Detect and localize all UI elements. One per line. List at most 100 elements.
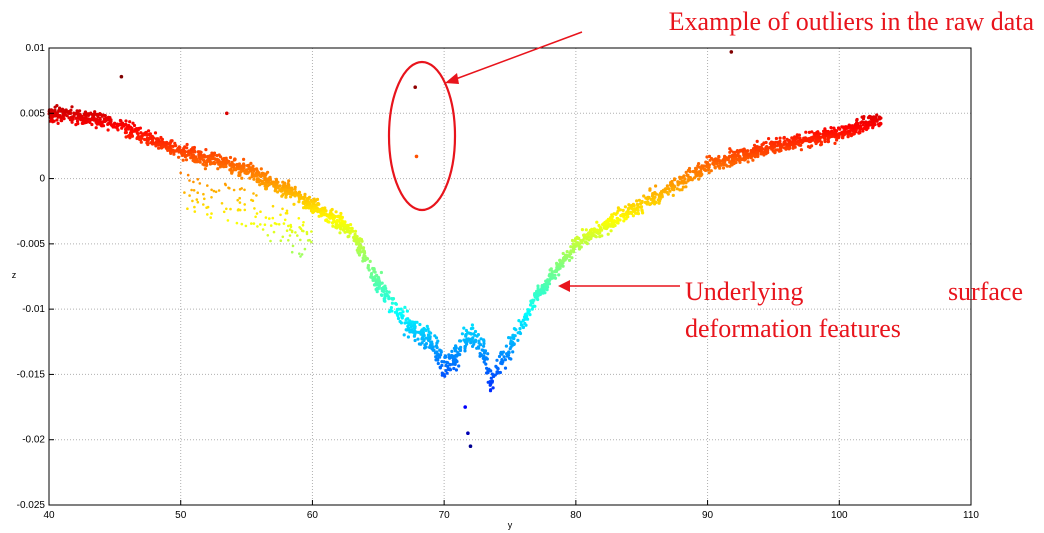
data-point	[531, 301, 535, 305]
data-point	[694, 166, 698, 170]
data-point	[625, 214, 630, 218]
data-point	[338, 231, 342, 235]
y-tick-label: 0.005	[20, 108, 45, 119]
data-point	[124, 122, 128, 127]
data-point	[139, 138, 143, 142]
data-point	[590, 227, 594, 231]
data-point	[722, 160, 726, 164]
data-point	[493, 373, 497, 377]
data-point	[623, 217, 628, 221]
data-point	[254, 174, 258, 178]
data-point	[610, 221, 614, 225]
data-point	[317, 214, 321, 218]
data-point	[754, 151, 758, 155]
data-point	[418, 330, 422, 334]
x-tick-label: 80	[570, 510, 582, 521]
data-point	[668, 189, 672, 193]
data-point	[390, 309, 394, 313]
data-point	[767, 137, 771, 141]
data-point	[226, 219, 230, 222]
data-point	[88, 120, 92, 124]
data-point	[304, 206, 308, 210]
data-point	[856, 121, 860, 125]
data-point	[454, 346, 458, 350]
data-point	[300, 253, 304, 256]
data-point	[746, 160, 750, 164]
data-point	[858, 124, 862, 128]
data-point	[243, 203, 246, 206]
data-point	[841, 125, 845, 129]
data-point	[195, 198, 199, 201]
data-point	[131, 129, 135, 133]
data-point	[795, 133, 799, 137]
data-point	[53, 108, 57, 113]
data-point	[269, 239, 272, 243]
data-point	[86, 117, 90, 121]
data-point	[287, 224, 290, 228]
data-point	[485, 371, 489, 375]
data-point	[128, 120, 132, 124]
data-point	[274, 182, 278, 187]
data-point	[174, 149, 178, 153]
data-point	[399, 321, 403, 325]
data-point	[817, 139, 821, 143]
data-point	[290, 191, 294, 195]
data-point	[697, 162, 701, 166]
data-point	[829, 126, 833, 130]
data-point	[546, 281, 550, 285]
data-point	[873, 122, 877, 127]
data-point	[332, 215, 336, 219]
data-point	[180, 152, 184, 156]
data-point	[650, 194, 655, 198]
data-point	[751, 158, 755, 162]
data-point	[804, 130, 808, 134]
data-point	[84, 119, 88, 123]
data-point	[453, 362, 457, 366]
data-point	[657, 193, 661, 197]
data-point	[571, 245, 575, 249]
x-tick-label: 100	[831, 510, 848, 521]
data-point	[530, 307, 534, 311]
data-point	[93, 110, 97, 114]
data-point	[819, 140, 824, 144]
data-point	[202, 192, 205, 196]
data-point	[290, 250, 294, 254]
data-point	[846, 134, 850, 138]
data-point	[403, 305, 407, 309]
data-point	[216, 167, 220, 171]
data-point	[310, 230, 313, 233]
data-point	[569, 250, 573, 254]
data-point	[326, 220, 330, 224]
data-point	[328, 216, 332, 220]
data-point	[70, 120, 74, 124]
data-point	[436, 358, 440, 362]
data-point	[305, 230, 309, 234]
data-point	[157, 146, 161, 150]
data-point	[57, 108, 61, 112]
outlier-point	[119, 74, 124, 79]
data-point	[443, 355, 447, 359]
data-point	[120, 121, 125, 125]
data-point	[340, 219, 344, 223]
data-point	[324, 209, 328, 213]
data-point	[124, 130, 128, 135]
y-tick-label: 0	[39, 174, 45, 185]
data-point	[727, 154, 732, 158]
data-point	[676, 180, 680, 184]
data-point	[418, 322, 422, 327]
data-point	[75, 119, 80, 123]
data-point	[632, 204, 636, 208]
data-point	[390, 297, 394, 301]
data-point	[687, 177, 691, 181]
data-point	[835, 138, 839, 142]
data-point	[294, 231, 297, 234]
data-point	[565, 250, 569, 254]
data-point	[206, 159, 210, 163]
data-point	[725, 164, 729, 168]
data-point	[471, 326, 475, 330]
data-point	[219, 155, 223, 159]
outlier-point	[463, 405, 468, 409]
outlier-point	[413, 85, 418, 89]
data-point	[463, 344, 467, 349]
data-point	[240, 222, 244, 226]
